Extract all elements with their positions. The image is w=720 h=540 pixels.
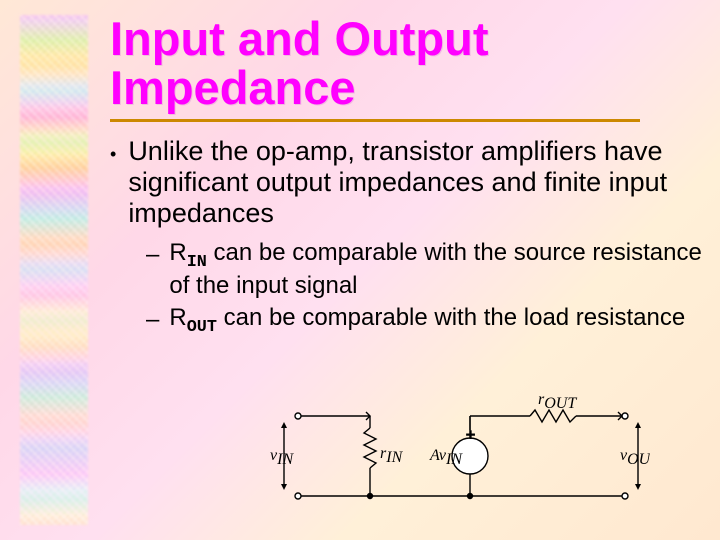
bullet-sub-1: – RIN can be comparable with the source … bbox=[146, 239, 702, 300]
rout-subscript: OUT bbox=[187, 317, 217, 336]
bullet-main: • Unlike the op-amp, transistor amplifie… bbox=[110, 136, 702, 229]
bullet-main-text: Unlike the op-amp, transistor amplifiers… bbox=[128, 136, 702, 229]
slide-content: Input and Output Impedance • Unlike the … bbox=[110, 14, 702, 341]
title-line-1: Input and Output bbox=[110, 12, 489, 65]
bullet-dot: • bbox=[110, 144, 116, 165]
rin-label: rIN bbox=[380, 445, 404, 466]
title-underline bbox=[110, 119, 640, 122]
rin-symbol: R bbox=[169, 239, 186, 266]
rout-symbol: R bbox=[169, 304, 186, 331]
rin-subscript: IN bbox=[187, 253, 207, 272]
av-label: AvIN bbox=[429, 447, 463, 468]
vout-label: vOUT bbox=[620, 447, 650, 468]
rout-label: rOUT bbox=[538, 391, 577, 412]
title-line-2: Impedance bbox=[110, 61, 356, 114]
slide-title: Input and Output Impedance bbox=[110, 14, 702, 113]
sub2-rest: can be comparable with the load resistan… bbox=[217, 304, 685, 331]
decorative-sidebar bbox=[20, 15, 88, 525]
bullet-sub-1-text: RIN can be comparable with the source re… bbox=[169, 239, 702, 300]
bullet-dash: – bbox=[146, 241, 159, 269]
circuit-diagram: + vIN rIN AvIN rOUT bbox=[270, 388, 650, 518]
bullet-dash: – bbox=[146, 306, 159, 334]
bullet-sub-2-text: ROUT can be comparable with the load res… bbox=[169, 304, 685, 337]
sub1-rest: can be comparable with the source resist… bbox=[169, 239, 701, 299]
vin-label: vIN bbox=[270, 447, 294, 468]
bullet-sub-2: – ROUT can be comparable with the load r… bbox=[146, 304, 702, 337]
